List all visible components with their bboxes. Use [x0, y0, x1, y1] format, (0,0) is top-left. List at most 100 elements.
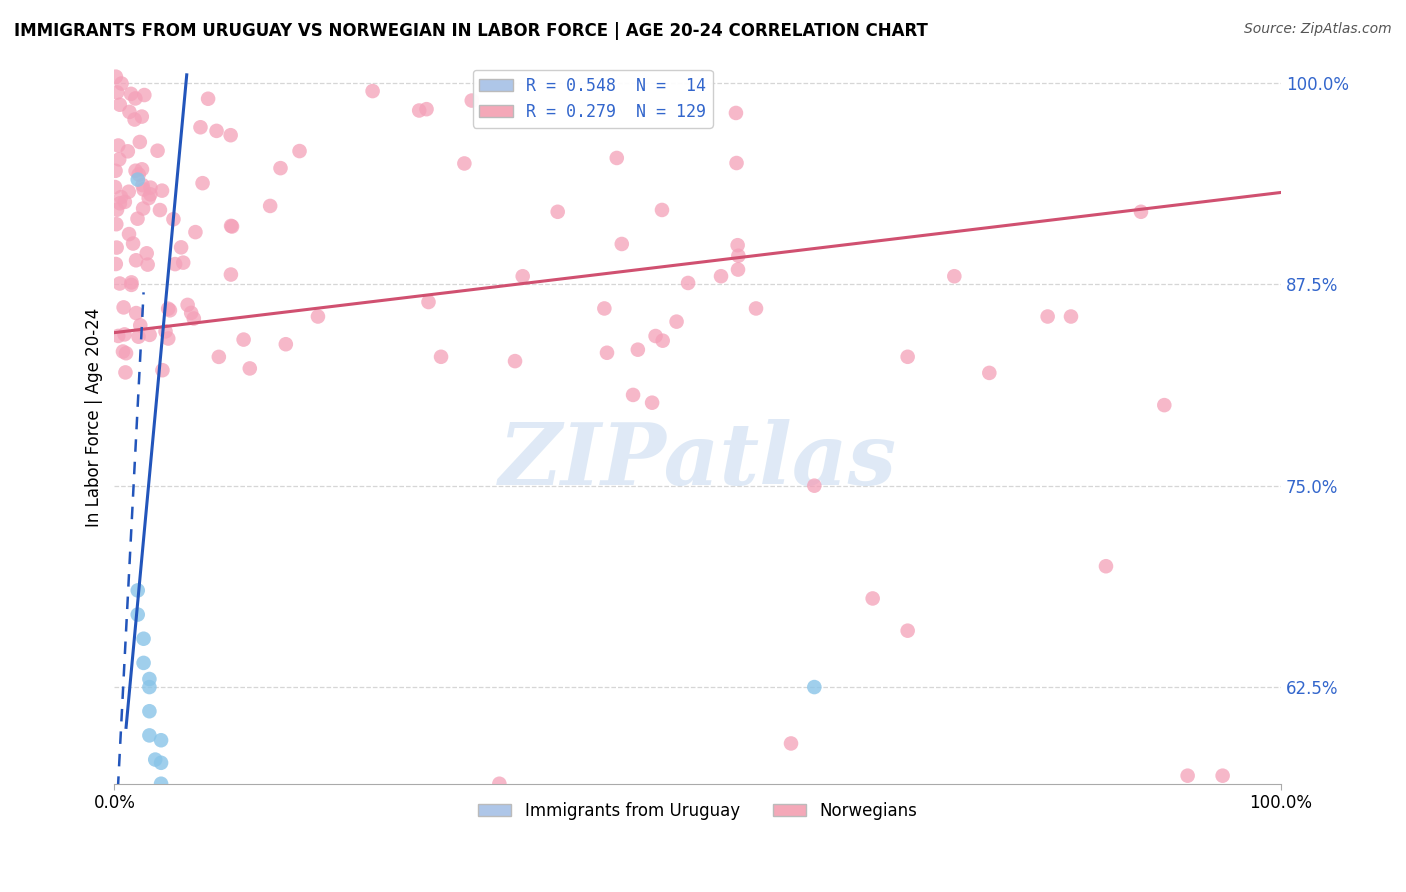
- Text: ZIPatlas: ZIPatlas: [499, 419, 897, 503]
- Point: [104, 257, 127, 271]
- Legend: Immigrants from Uruguay, Norwegians: Immigrants from Uruguay, Norwegians: [471, 796, 924, 827]
- Point: [107, 138, 129, 153]
- Point: [139, 180, 162, 194]
- Point: [125, 306, 148, 320]
- Point: [118, 104, 141, 119]
- Point: [162, 212, 184, 227]
- Point: [307, 310, 329, 324]
- Point: [107, 329, 129, 343]
- Point: [488, 777, 510, 791]
- Text: IMMIGRANTS FROM URUGUAY VS NORWEGIAN IN LABOR FORCE | AGE 20-24 CORRELATION CHAR: IMMIGRANTS FROM URUGUAY VS NORWEGIAN IN …: [14, 22, 928, 40]
- Point: [159, 303, 181, 318]
- Point: [190, 120, 212, 135]
- Point: [725, 156, 748, 170]
- Point: [183, 311, 205, 326]
- Point: [114, 327, 136, 342]
- Point: [803, 680, 825, 694]
- Point: [943, 269, 966, 284]
- Point: [205, 124, 228, 138]
- Point: [150, 733, 173, 747]
- Point: [176, 298, 198, 312]
- Point: [232, 333, 254, 347]
- Point: [979, 366, 1001, 380]
- Point: [114, 366, 136, 380]
- Point: [104, 180, 127, 194]
- Point: [288, 144, 311, 158]
- Point: [1036, 310, 1059, 324]
- Point: [1212, 769, 1234, 783]
- Point: [149, 202, 172, 217]
- Point: [724, 106, 747, 120]
- Point: [104, 163, 127, 178]
- Point: [104, 70, 127, 84]
- Point: [1130, 204, 1153, 219]
- Point: [110, 190, 132, 204]
- Point: [124, 91, 146, 105]
- Point: [132, 182, 155, 196]
- Point: [1060, 310, 1083, 324]
- Point: [897, 624, 920, 638]
- Point: [512, 269, 534, 284]
- Point: [138, 704, 160, 718]
- Point: [118, 227, 141, 241]
- Point: [105, 86, 128, 100]
- Point: [128, 168, 150, 182]
- Point: [136, 258, 159, 272]
- Point: [172, 255, 194, 269]
- Point: [128, 135, 150, 149]
- Y-axis label: In Labor Force | Age 20-24: In Labor Force | Age 20-24: [86, 308, 103, 527]
- Point: [621, 388, 644, 402]
- Point: [125, 253, 148, 268]
- Point: [274, 337, 297, 351]
- Point: [138, 680, 160, 694]
- Point: [239, 361, 262, 376]
- Point: [134, 88, 156, 103]
- Point: [108, 153, 131, 167]
- Point: [138, 327, 160, 342]
- Point: [430, 350, 453, 364]
- Point: [127, 211, 149, 226]
- Point: [191, 176, 214, 190]
- Point: [727, 249, 749, 263]
- Point: [157, 301, 180, 316]
- Point: [150, 184, 173, 198]
- Point: [170, 240, 193, 254]
- Point: [132, 632, 155, 646]
- Point: [122, 236, 145, 251]
- Point: [143, 753, 166, 767]
- Point: [361, 84, 384, 98]
- Point: [644, 329, 666, 343]
- Point: [115, 346, 138, 360]
- Point: [150, 777, 173, 791]
- Point: [128, 329, 150, 343]
- Point: [780, 736, 803, 750]
- Point: [105, 202, 128, 217]
- Point: [152, 363, 174, 377]
- Point: [184, 225, 207, 239]
- Point: [627, 343, 650, 357]
- Point: [593, 301, 616, 316]
- Point: [665, 315, 688, 329]
- Point: [108, 196, 131, 211]
- Point: [651, 202, 673, 217]
- Point: [606, 151, 628, 165]
- Point: [269, 161, 291, 175]
- Point: [1095, 559, 1118, 574]
- Point: [132, 202, 155, 216]
- Point: [105, 217, 128, 231]
- Point: [112, 301, 135, 315]
- Point: [131, 162, 153, 177]
- Point: [124, 163, 146, 178]
- Point: [461, 94, 484, 108]
- Point: [710, 269, 733, 284]
- Point: [138, 728, 160, 742]
- Point: [120, 277, 142, 292]
- Point: [146, 144, 169, 158]
- Point: [132, 656, 155, 670]
- Point: [727, 238, 749, 252]
- Point: [651, 334, 673, 348]
- Point: [453, 156, 475, 170]
- Point: [108, 97, 131, 112]
- Point: [124, 112, 146, 127]
- Point: [139, 187, 162, 202]
